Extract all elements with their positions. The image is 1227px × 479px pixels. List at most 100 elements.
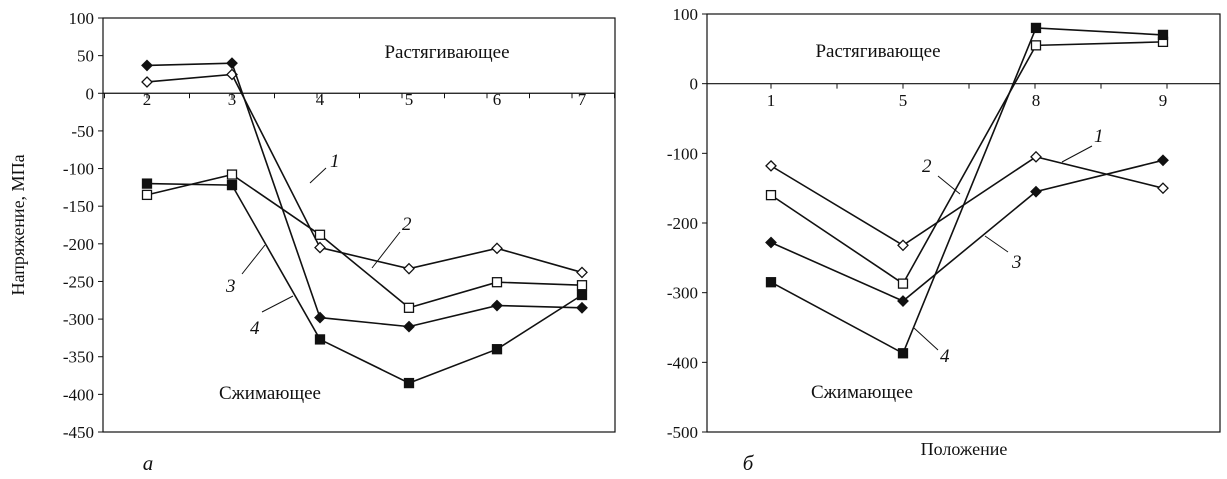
series-line [770,155,1164,247]
data-point-2 [1030,40,1042,51]
x-tick-label: 8 [1032,91,1041,110]
data-point-3 [403,320,415,333]
series-line [770,159,1164,302]
x-axis-title: Положение [921,439,1008,459]
panel-a: 100 50 0 -50 -100 -150 -200 -250 -300 -350 -400 -45… [8,9,616,475]
data-point-0 [141,189,153,201]
panel-b: 100 0 -100 -200 -300 -400 -500 1 5 8 9 Растягиваю… [667,5,1221,475]
series-4 [765,22,1169,359]
data-point-1 [897,278,909,289]
data-point-5 [576,280,588,291]
data-point-3 [403,377,415,389]
x-tick-label: 3 [228,90,237,109]
data-point-2 [314,311,326,324]
y-tick-label: -200 [667,214,698,233]
data-point-2 [314,229,326,240]
y-tick-label: -300 [63,310,94,329]
x-tick-label: 1 [767,91,776,110]
y-tick-label: -400 [63,385,94,404]
series-line [146,182,583,384]
data-point-0 [141,178,153,189]
series-line [770,27,1164,355]
panel-label: б [743,451,755,475]
y-tick-label: -100 [667,144,698,163]
series-number: 1 [1094,126,1104,147]
data-point-5 [576,266,588,279]
data-point-0 [765,159,777,172]
data-point-3 [1157,154,1169,167]
data-point-3 [1157,29,1169,41]
data-point-2 [1030,185,1042,198]
series-line [146,62,583,328]
x-tick-label: 7 [578,90,587,109]
series-number: 3 [225,276,236,297]
data-point-0 [765,189,777,201]
series-line [146,73,583,274]
data-point-3 [1157,182,1169,195]
x-tick-label: 5 [405,90,414,109]
series-number: 4 [940,346,950,367]
y-tick-label: -300 [667,284,698,303]
x-tick-label: 9 [1159,91,1168,110]
plot-frame [102,17,616,433]
data-point-4 [491,242,503,255]
data-point-1 [226,57,238,70]
y-tick-label: -200 [63,235,94,254]
series-number: 2 [402,214,412,235]
data-point-2 [314,334,326,345]
plot-frame [706,13,1221,433]
data-point-1 [226,179,238,191]
data-point-5 [576,289,588,301]
data-point-1 [897,295,909,307]
series-number: 3 [1011,252,1022,273]
data-point-0 [141,59,153,72]
series-4 [141,178,588,389]
series-3 [765,154,1169,307]
series-callout-3: 3 [225,244,266,297]
x-tick-label: 2 [143,90,152,109]
y-tick-label: 100 [69,9,95,28]
y-tick-label: 50 [77,47,94,66]
data-point-5 [576,301,588,314]
y-tick-label: -150 [63,197,94,216]
y-tick-label: 0 [86,84,95,103]
y-tick-label: 100 [673,5,699,24]
data-point-1 [897,348,909,359]
annotation-tension: Растягивающее [815,41,940,62]
data-point-0 [141,76,153,88]
series-line [770,41,1164,285]
series-callout-2: 2 [922,156,961,195]
data-point-4 [491,277,503,288]
series-1 [765,150,1169,252]
data-point-2 [1030,22,1042,34]
series-callout-4: 4 [913,327,950,367]
series-number: 4 [250,318,260,339]
series-callout-1: 1 [1061,126,1104,163]
series-number: 2 [922,156,932,177]
x-tick-label: 5 [899,91,908,110]
data-point-4 [491,299,503,312]
y-tick-label: -450 [63,423,94,442]
series-number: 1 [330,151,340,172]
panel-label: а [143,451,154,475]
series-line [146,173,583,309]
data-point-2 [1030,150,1042,163]
series-1 [141,68,588,279]
series-callout-3: 3 [984,235,1022,273]
data-point-3 [403,302,415,313]
data-point-2 [314,241,326,254]
data-point-1 [897,239,909,252]
series-callout-1: 1 [309,151,340,184]
y-tick-label: -500 [667,423,698,442]
annotation-compression: Сжимающее [219,383,321,404]
x-tick-label: 6 [493,90,502,109]
data-point-1 [226,169,238,180]
x-tick-label: 4 [316,90,325,109]
y-tick-label: 0 [690,75,699,94]
series-callout-4: 4 [250,295,294,339]
y-tick-label: -250 [63,272,94,291]
y-axis-title: Напряжение, МПа [8,154,28,295]
y-tick-label: -50 [71,122,94,141]
series-2 [765,36,1169,289]
